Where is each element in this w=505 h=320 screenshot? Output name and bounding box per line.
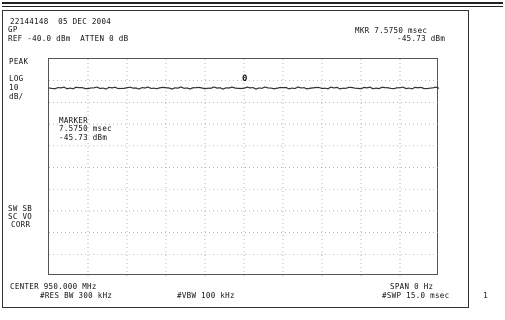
sweep-time: #SWP 15.0 msec: [382, 291, 450, 300]
scale-unit-label: dB/: [9, 92, 24, 101]
trace-display: MARKER 7.5750 msec -45.73 dBm 0: [48, 58, 439, 276]
marker-box-time: 7.5750 msec: [59, 124, 112, 133]
sweep-coupling-label: SW SB: [8, 204, 33, 213]
instrument-id-date: 22144148 05 DEC 2004: [10, 17, 112, 26]
analyzer-screen: [2, 10, 469, 308]
signal-trace: [49, 86, 439, 90]
marker-symbol: 0: [242, 74, 248, 84]
detector-label: PEAK: [9, 57, 29, 66]
center-frequency: CENTER 950.000 MHz: [10, 282, 97, 291]
top-rule: [2, 2, 503, 4]
resolution-bandwidth: #RES BW 300 kHz: [40, 291, 113, 300]
video-bandwidth: #VBW 100 kHz: [177, 291, 235, 300]
scale-value-label: 10: [9, 83, 19, 92]
correction-label: CORR: [11, 220, 31, 229]
mode-indicator: GP: [8, 25, 18, 34]
span-setting: SPAN 0 Hz: [390, 282, 434, 291]
marker-box-level: -45.73 dBm: [59, 133, 108, 142]
page-corner-marker: 1: [483, 291, 488, 300]
graticule: [49, 59, 439, 276]
second-rule: [2, 6, 503, 7]
marker-readout-level: -45.73 dBm: [397, 34, 446, 43]
marker-readout-time: MKR 7.5750 msec: [355, 26, 428, 35]
reference-level-line: REF -40.0 dBm ATTEN 0 dB: [8, 34, 129, 43]
scale-type-label: LOG: [9, 74, 24, 83]
scale-coupling-label: SC VO: [8, 212, 33, 221]
marker-box-title: MARKER: [59, 116, 88, 125]
